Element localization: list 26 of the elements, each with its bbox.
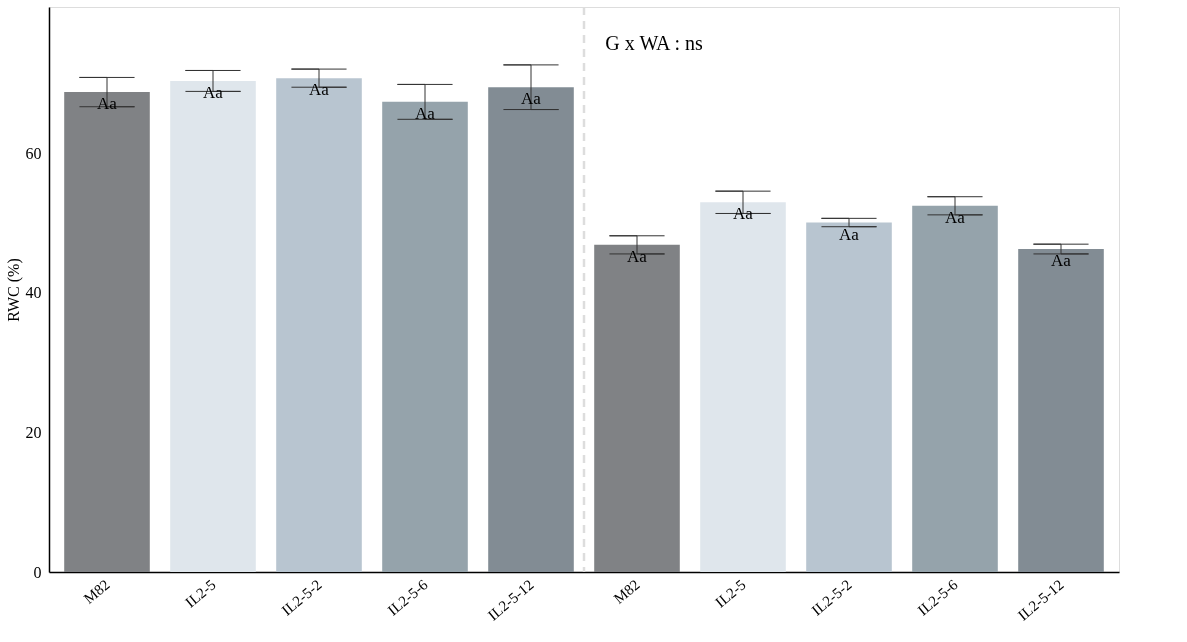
y-tick-label: 60 [25,144,42,162]
data-label: Aa [309,80,330,100]
y-axis-title: RWC (%) [4,258,23,322]
y-tick-label: 40 [25,284,42,302]
bar [276,78,362,572]
bar [700,202,786,572]
y-tick-label: 20 [25,423,42,441]
data-label: Aa [415,103,436,123]
bar [594,244,680,572]
bar [912,205,998,572]
data-label: Aa [945,207,966,227]
annotation: G x WA : ns [605,31,703,54]
bar [382,101,468,572]
x-tick-label: M82 [610,576,643,607]
data-label: Aa [627,246,648,266]
bar [170,80,256,572]
data-label: Aa [839,224,860,244]
data-label: Aa [97,94,118,114]
bar [488,87,574,572]
y-tick-label: 0 [33,563,42,581]
bar [64,92,150,572]
x-tick-label: M82 [80,576,113,607]
bar [806,222,892,572]
data-label: Aa [1051,251,1072,271]
bar [1018,249,1104,572]
data-label: Aa [521,89,542,109]
